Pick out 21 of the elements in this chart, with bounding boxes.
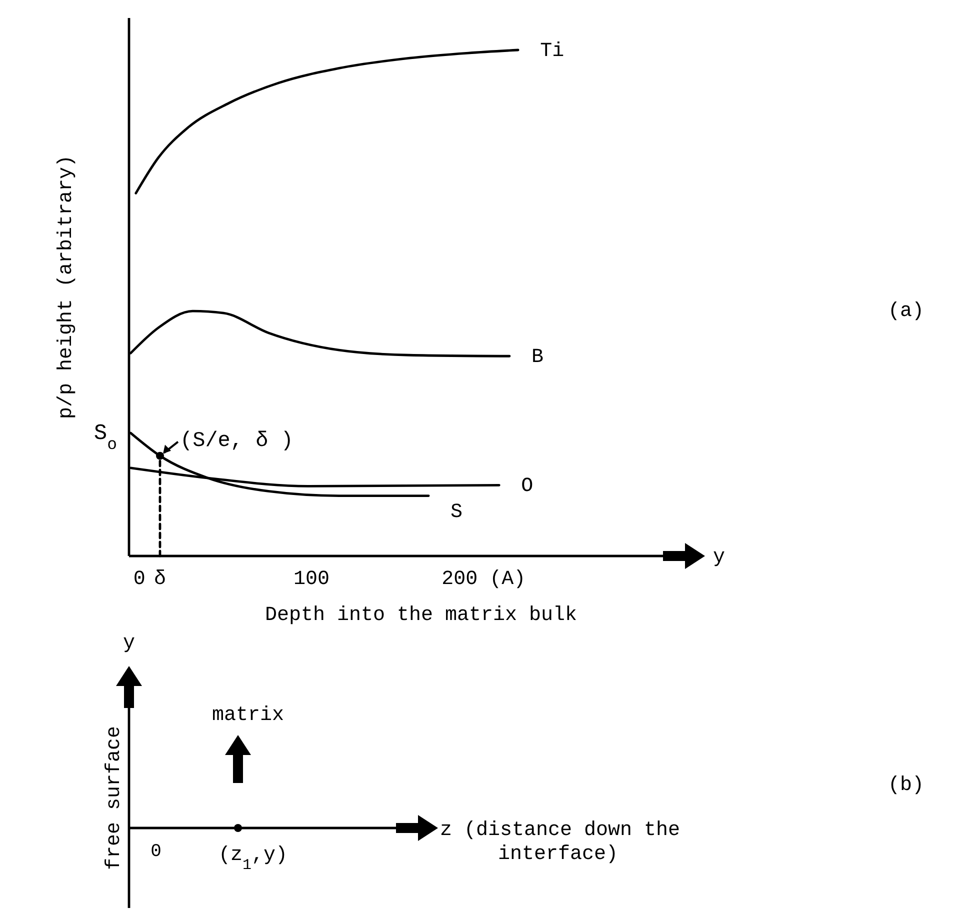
text: free surface (103, 726, 126, 870)
text: (a) (888, 300, 924, 323)
x-axis-title: Depth into the matrix bulk (264, 604, 578, 627)
series-label: O (521, 475, 534, 498)
x-tick-label: 0 (133, 568, 146, 591)
annotation: (S/e, δ ) (180, 430, 294, 453)
text: y (122, 632, 136, 655)
x-tick-label: 200 (A) (442, 568, 526, 591)
series-label: Ti (540, 40, 564, 63)
series-label: S (450, 501, 463, 524)
text: matrix (212, 704, 284, 727)
text: y (713, 546, 726, 569)
x-tick-label: 100 (293, 568, 330, 591)
text: (z$_{1}$,y) (218, 844, 288, 874)
text: 0 (150, 842, 162, 862)
x-tick-label: δ (154, 568, 166, 591)
y-axis-title: p/p height (arbitrary) (55, 154, 78, 420)
text: z (distance down the interface) (440, 819, 680, 866)
text: (b) (888, 774, 924, 797)
series-label: B (531, 346, 544, 370)
annotation: S$_{o}$ (94, 421, 117, 454)
